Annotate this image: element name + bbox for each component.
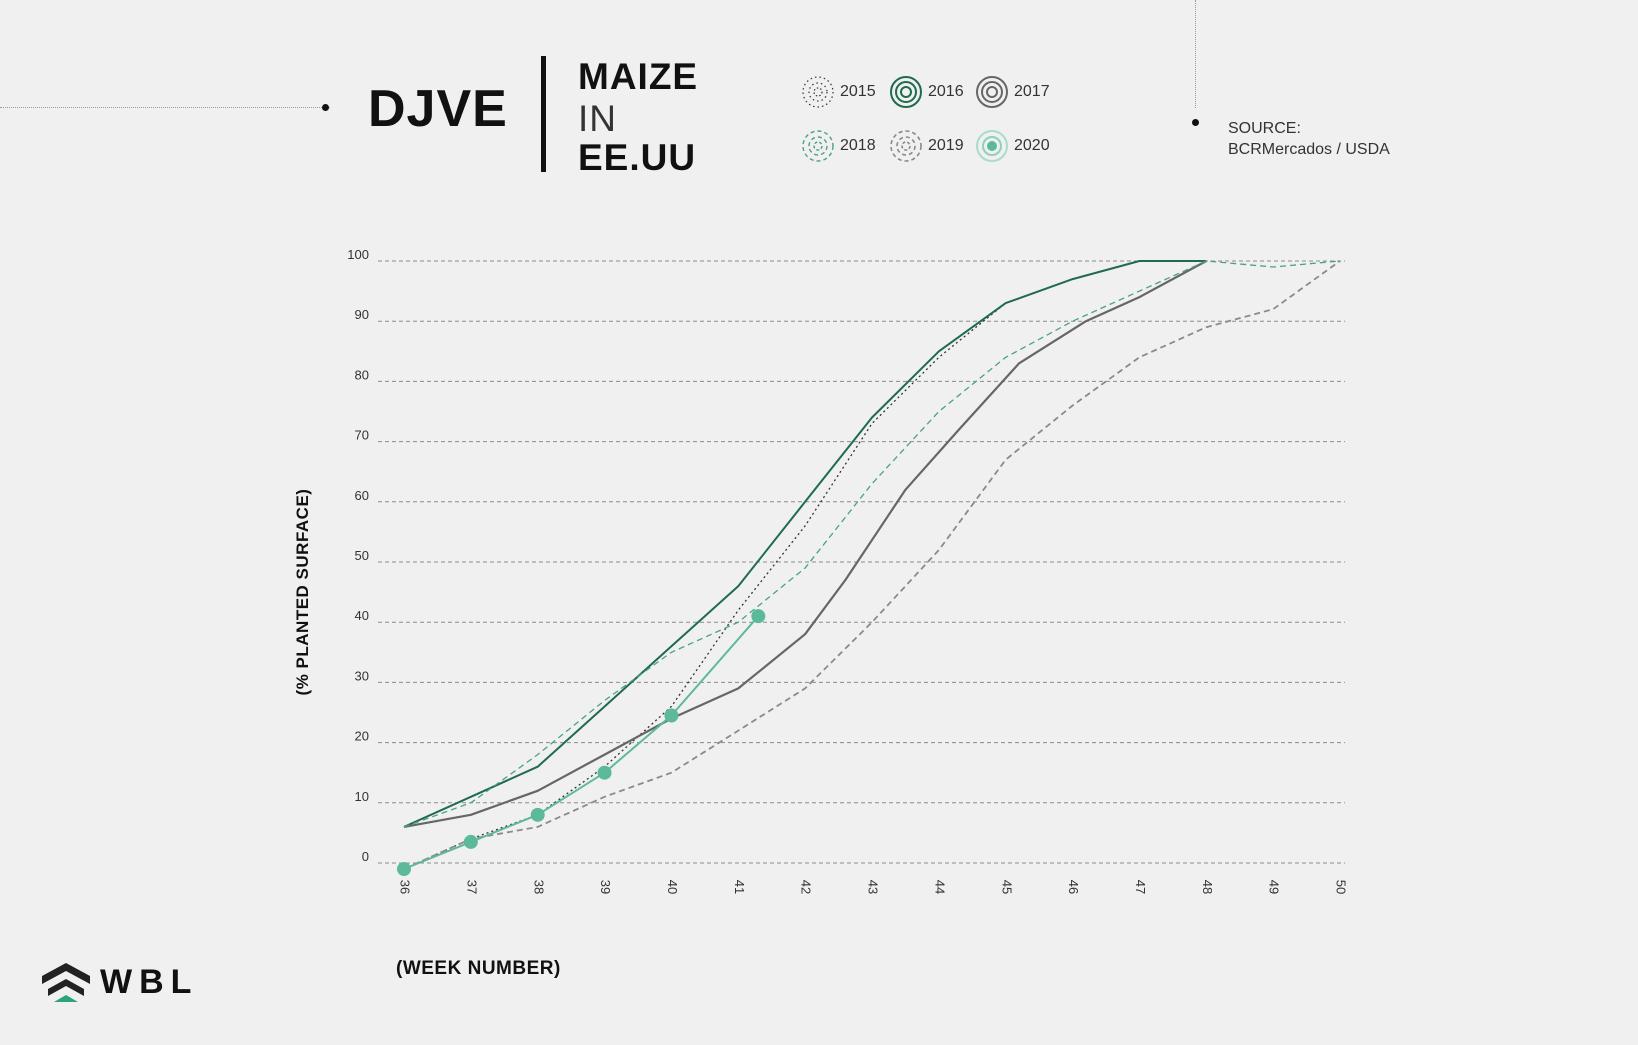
legend-swatch-2015	[802, 76, 834, 108]
subtitle-line-1: MAIZE	[578, 56, 699, 97]
legend-swatch-2018	[802, 130, 834, 162]
wbl-logo-text: WBL	[100, 963, 199, 1001]
x-tick-label: 36	[398, 880, 413, 894]
legend-label-2015: 2015	[840, 83, 876, 100]
y-axis-label: (% PLANTED SURFACE)	[293, 488, 312, 696]
y-tick-label: 40	[355, 608, 369, 623]
series-line-2016	[403, 260, 1207, 828]
y-tick-label: 100	[347, 247, 369, 262]
legend-label-2017: 2017	[1014, 83, 1050, 100]
x-tick-label: 37	[464, 880, 479, 894]
series-line-2015	[403, 260, 1207, 870]
legend-label-2016: 2016	[928, 83, 964, 100]
series-line-2020	[403, 615, 760, 870]
x-tick-label: 50	[1334, 880, 1349, 894]
legend-swatch-2020	[976, 130, 1008, 162]
x-tick-label: 44	[932, 880, 947, 894]
y-tick-label: 80	[355, 367, 369, 382]
series-point-2020	[751, 609, 766, 624]
legend-swatch-2017	[976, 76, 1008, 108]
legend-item-2020: 2020	[974, 128, 1050, 164]
y-tick-label: 90	[355, 307, 369, 322]
x-tick-label: 48	[1200, 880, 1215, 894]
chart-legend: 2015 2016 2017 2018 2019	[800, 72, 1100, 166]
source-bullet	[1192, 119, 1199, 126]
y-tick-label: 30	[355, 668, 369, 683]
x-tick-label: 40	[665, 880, 680, 894]
wbl-logo: WBL	[40, 960, 198, 1004]
x-tick-label: 45	[999, 880, 1014, 894]
wbl-logo-mark-icon	[42, 963, 90, 1002]
series-line-2018	[403, 260, 1341, 828]
series-line-2019	[403, 260, 1341, 870]
y-tick-label: 0	[362, 849, 369, 864]
source-label: SOURCE:	[1228, 120, 1301, 137]
x-tick-label: 47	[1133, 880, 1148, 894]
y-tick-label: 20	[355, 729, 369, 744]
y-tick-label: 70	[355, 428, 369, 443]
y-tick-label: 50	[355, 548, 369, 563]
title-separator	[541, 56, 546, 172]
source-note: SOURCE: BCRMercados / USDA	[1228, 118, 1390, 160]
x-tick-label: 43	[866, 880, 881, 894]
legend-label-2018: 2018	[840, 137, 876, 154]
legend-swatch-2016	[890, 76, 922, 108]
subtitle-line-2: IN	[578, 98, 617, 139]
series-point-2020	[597, 765, 612, 780]
subtitle-line-3: EE.UU	[578, 137, 697, 178]
legend-item-2016: 2016	[888, 74, 964, 110]
legend-item-2015: 2015	[800, 74, 876, 110]
x-tick-label: 46	[1066, 880, 1081, 894]
series-point-2020	[664, 708, 679, 723]
series-point-2020	[397, 862, 411, 877]
series-point-2020	[463, 834, 478, 849]
page-title: DJVE	[368, 80, 508, 138]
x-tick-label: 38	[531, 880, 546, 894]
y-tick-label: 10	[355, 789, 369, 804]
x-tick-label: 49	[1267, 880, 1282, 894]
y-tick-label: 60	[355, 488, 369, 503]
legend-item-2018: 2018	[800, 128, 876, 164]
x-tick-label: 42	[799, 880, 814, 894]
x-tick-label: 39	[598, 880, 613, 894]
legend-item-2019: 2019	[888, 128, 964, 164]
series-line-2017	[403, 260, 1207, 828]
top-left-guide-line	[0, 107, 330, 108]
legend-item-2017: 2017	[974, 74, 1050, 110]
title-bullet	[322, 104, 329, 111]
source-value: BCRMercados / USDA	[1228, 141, 1390, 158]
top-right-guide-line	[1195, 0, 1196, 108]
legend-swatch-2019	[890, 130, 922, 162]
legend-label-2020: 2020	[1014, 137, 1050, 154]
x-axis-label: (WEEK NUMBER)	[396, 958, 561, 979]
x-tick-label: 41	[732, 880, 747, 894]
legend-label-2019: 2019	[928, 137, 964, 154]
series-point-2020	[530, 807, 545, 822]
